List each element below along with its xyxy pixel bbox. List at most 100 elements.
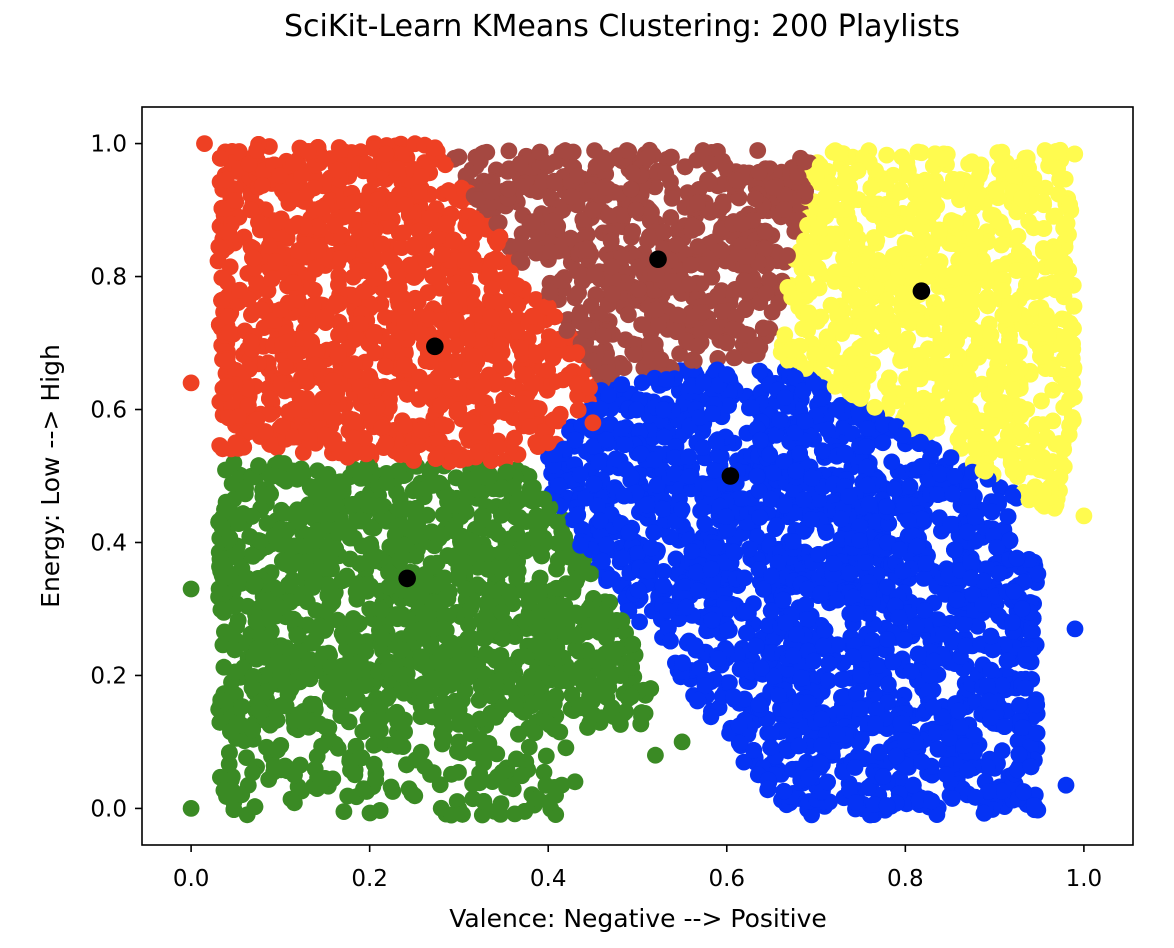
scatter-point: [537, 747, 555, 765]
scatter-point: [312, 771, 330, 789]
scatter-point: [505, 478, 522, 496]
scatter-point: [244, 764, 261, 782]
scatter-point: [598, 536, 615, 554]
scatter-point: [286, 794, 303, 812]
scatter-point: [880, 675, 897, 693]
chart-title: SciKit-Learn KMeans Clustering: 200 Play…: [284, 9, 960, 44]
scatter-point: [886, 480, 903, 498]
scatter-point: [1002, 454, 1020, 472]
scatter-point: [500, 142, 518, 160]
scatter-point: [519, 609, 536, 627]
scatter-point: [620, 306, 637, 324]
scatter-point: [586, 142, 603, 160]
scatter-point: [929, 308, 947, 326]
scatter-point: [393, 239, 411, 256]
scatter-point: [1029, 565, 1047, 583]
scatter-point: [864, 632, 882, 649]
scatter-point: [898, 154, 916, 172]
scatter-point: [457, 167, 475, 185]
scatter-point: [735, 753, 753, 771]
scatter-point: [1020, 213, 1037, 230]
scatter-point: [502, 264, 519, 281]
scatter-point: [748, 528, 766, 545]
scatter-point: [261, 405, 279, 423]
scatter-point: [736, 325, 754, 343]
scatter-point: [662, 209, 680, 226]
scatter-point: [273, 501, 290, 519]
scatter-point: [354, 512, 372, 530]
scatter-point: [937, 766, 955, 784]
scatter-point: [878, 578, 896, 596]
scatter-point: [508, 524, 526, 542]
scatter-point: [487, 708, 505, 726]
scatter-point: [993, 742, 1011, 760]
scatter-point: [836, 250, 854, 268]
scatter-point: [574, 266, 591, 284]
scatter-point: [538, 597, 556, 615]
scatter-point: [770, 294, 788, 312]
scatter-point: [535, 763, 553, 781]
scatter-point: [768, 517, 785, 535]
scatter-point: [432, 799, 450, 817]
scatter-point: [915, 570, 933, 587]
scatter-point: [557, 739, 575, 757]
scatter-point: [799, 611, 817, 628]
scatter-point: [331, 141, 349, 159]
scatter-point: [520, 738, 538, 756]
scatter-point: [510, 251, 528, 268]
scatter-point: [613, 376, 631, 393]
scatter-point: [530, 400, 548, 418]
scatter-point: [696, 515, 714, 533]
scatter-point: [545, 695, 563, 713]
scatter-point: [499, 163, 516, 180]
scatter-point: [833, 688, 850, 706]
scatter-point: [749, 142, 767, 159]
scatter-point: [365, 736, 383, 754]
scatter-point: [573, 520, 591, 538]
scatter-point: [785, 481, 803, 498]
scatter-point: [878, 146, 896, 164]
scatter-point: [979, 758, 996, 776]
scatter-point: [1065, 388, 1083, 406]
scatter-point: [212, 768, 229, 786]
scatter-point: [615, 359, 633, 376]
scatter-point: [797, 596, 815, 613]
points-layer: [182, 135, 1093, 824]
scatter-point: [803, 806, 820, 824]
scatter-point: [796, 153, 814, 171]
scatter-point: [260, 771, 278, 788]
scatter-point: [935, 625, 953, 643]
scatter-point: [929, 611, 947, 628]
scatter-point: [549, 513, 566, 531]
scatter-point: [335, 803, 353, 820]
scatter-point: [346, 766, 364, 784]
scatter-point: [382, 778, 400, 796]
scatter-point: [868, 279, 885, 296]
scatter-point: [799, 322, 816, 339]
scatter-point: [702, 708, 720, 726]
scatter-point: [844, 425, 861, 443]
scatter-point: [829, 591, 846, 609]
scatter-point: [969, 617, 986, 635]
scatter-point: [380, 399, 398, 416]
scatter-point: [738, 624, 755, 642]
scatter-point: [459, 630, 477, 647]
scatter-point: [1035, 193, 1052, 211]
scatter-point: [737, 603, 754, 621]
scatter-point: [751, 362, 769, 380]
scatter-point: [991, 479, 1009, 497]
scatter-point: [655, 563, 672, 580]
scatter-point: [248, 273, 265, 291]
scatter-point: [696, 677, 714, 695]
scatter-point: [426, 139, 444, 157]
scatter-point: [424, 268, 442, 285]
scatter-point: [436, 156, 454, 174]
scatter-point: [517, 513, 535, 530]
scatter-point: [570, 284, 587, 302]
scatter-point: [258, 515, 276, 532]
scatter-point: [284, 381, 301, 398]
scatter-point: [355, 283, 372, 300]
scatter-point: [883, 453, 901, 471]
scatter-point: [762, 725, 780, 743]
